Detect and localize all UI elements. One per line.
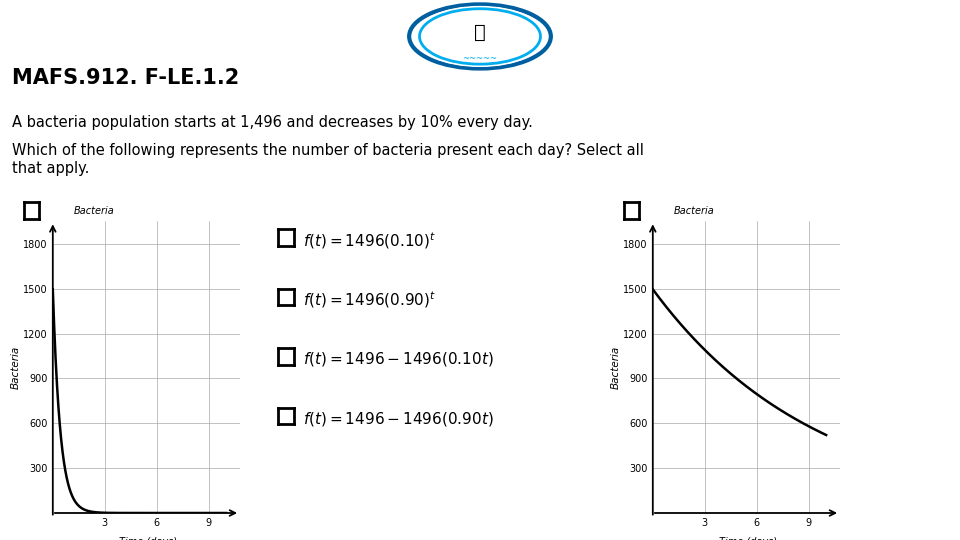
- Text: Which of the following represents the number of bacteria present each day? Selec: Which of the following represents the nu…: [12, 144, 643, 176]
- Y-axis label: Bacteria: Bacteria: [11, 346, 20, 389]
- Text: ~~~~~: ~~~~~: [463, 54, 497, 63]
- Ellipse shape: [415, 6, 545, 66]
- Text: MAFS.912. F-LE.1.2: MAFS.912. F-LE.1.2: [12, 68, 239, 87]
- Text: $f(t) = 1496(0.90)^{t}$: $f(t) = 1496(0.90)^{t}$: [303, 289, 437, 310]
- Text: 🐬: 🐬: [474, 23, 486, 42]
- Text: $f(t) = 1496 - 1496(0.10t)$: $f(t) = 1496 - 1496(0.10t)$: [303, 350, 494, 368]
- Text: $f(t) = 1496(0.10)^{t}$: $f(t) = 1496(0.10)^{t}$: [303, 230, 437, 251]
- Text: Bacteria: Bacteria: [674, 206, 714, 217]
- Text: Bacteria: Bacteria: [74, 206, 114, 217]
- Text: Time (days): Time (days): [719, 537, 778, 540]
- Text: Time (days): Time (days): [119, 537, 178, 540]
- Text: A bacteria population starts at 1,496 and decreases by 10% every day.: A bacteria population starts at 1,496 an…: [12, 115, 533, 130]
- Y-axis label: Bacteria: Bacteria: [611, 346, 620, 389]
- Text: $f(t) = 1496 - 1496(0.90t)$: $f(t) = 1496 - 1496(0.90t)$: [303, 409, 494, 428]
